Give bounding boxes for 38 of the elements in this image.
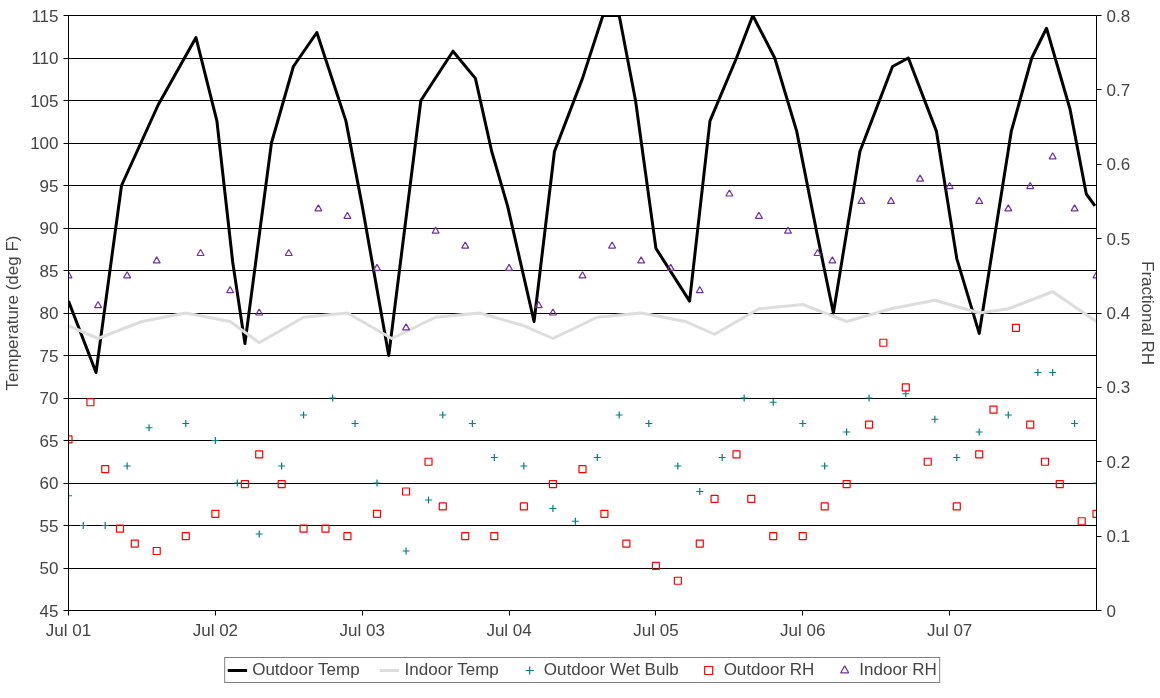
x-tick-label: Jul 04 (486, 620, 532, 640)
y2-tick-label: 0.4 (1106, 304, 1131, 323)
legend-label: Outdoor Temp (252, 660, 360, 680)
y2-tick-label: 0.1 (1106, 527, 1131, 547)
y-tick-label: 95 (39, 176, 59, 196)
y2-tick-label: 0.6 (1106, 155, 1131, 175)
y-tick-label: 55 (39, 516, 59, 536)
x-tick-label: Jul 05 (633, 620, 679, 640)
y-tick-label: 45 (39, 601, 59, 621)
y2-tick-label: 0.8 (1106, 6, 1131, 26)
x-tick-label: Jul 01 (45, 620, 92, 640)
y2-tick-label: 0 (1106, 601, 1116, 621)
y2-tick-label: 0.2 (1106, 452, 1131, 472)
y-tick-label: 100 (30, 134, 59, 153)
y-tick-label: 60 (39, 474, 59, 493)
y-tick-label: 65 (39, 431, 59, 451)
y2-axis-title: Fractional RH (1138, 261, 1158, 365)
x-tick-label: Jul 07 (926, 620, 973, 640)
legend-label: Outdoor Wet Bulb (543, 660, 679, 680)
y-tick-label: 80 (39, 304, 59, 323)
y-tick-label: 50 (39, 559, 59, 578)
y-tick-label: 85 (39, 261, 59, 281)
y-tick-label: 90 (39, 219, 59, 238)
y2-tick-label: 0.7 (1106, 80, 1131, 100)
y2-tick-label: 0.5 (1106, 229, 1131, 249)
x-tick-label: Jul 06 (780, 620, 826, 640)
x-tick-label: Jul 03 (339, 620, 385, 640)
y-tick-label: 105 (30, 91, 59, 111)
legend-label: Outdoor RH (723, 660, 815, 680)
legend-label: Indoor RH (859, 660, 937, 680)
y-tick-label: 115 (31, 6, 59, 26)
y-tick-label: 75 (39, 346, 59, 366)
y-tick-label: 70 (39, 389, 59, 408)
x-tick-label: Jul 02 (192, 620, 239, 640)
y-axis-title: Temperature (deg F) (3, 235, 23, 391)
y2-tick-label: 0.3 (1106, 378, 1131, 398)
y-tick-label: 110 (31, 49, 59, 68)
legend-label: Indoor Temp (404, 660, 499, 680)
